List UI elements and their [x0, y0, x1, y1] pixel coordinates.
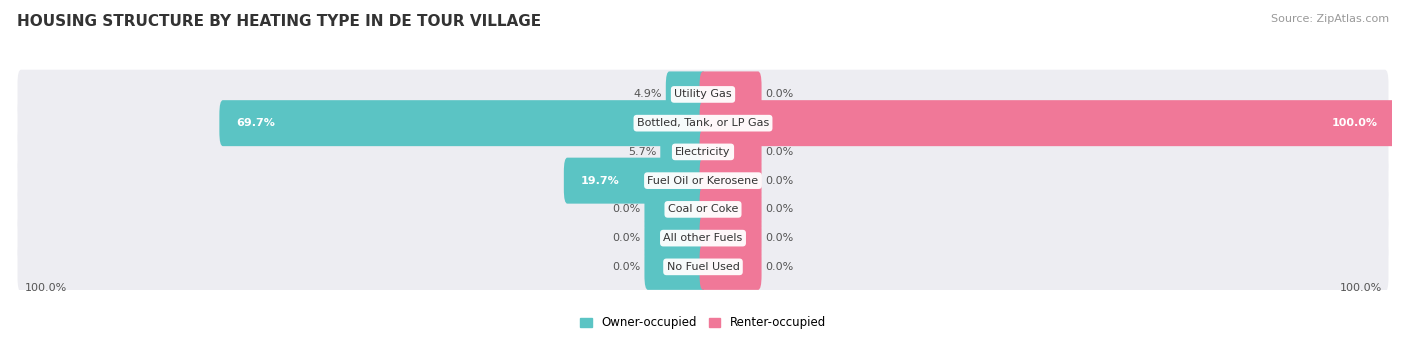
FancyBboxPatch shape: [700, 244, 762, 290]
FancyBboxPatch shape: [219, 100, 706, 146]
Text: 19.7%: 19.7%: [581, 176, 620, 186]
Text: All other Fuels: All other Fuels: [664, 233, 742, 243]
FancyBboxPatch shape: [644, 187, 706, 232]
Text: 100.0%: 100.0%: [1331, 118, 1378, 128]
FancyBboxPatch shape: [17, 185, 1389, 234]
Text: HOUSING STRUCTURE BY HEATING TYPE IN DE TOUR VILLAGE: HOUSING STRUCTURE BY HEATING TYPE IN DE …: [17, 14, 541, 29]
FancyBboxPatch shape: [700, 100, 1395, 146]
FancyBboxPatch shape: [700, 187, 762, 232]
FancyBboxPatch shape: [666, 71, 706, 117]
FancyBboxPatch shape: [17, 213, 1389, 263]
FancyBboxPatch shape: [17, 99, 1389, 148]
Text: 0.0%: 0.0%: [765, 176, 793, 186]
FancyBboxPatch shape: [17, 127, 1389, 177]
Text: 0.0%: 0.0%: [613, 262, 641, 272]
Text: Bottled, Tank, or LP Gas: Bottled, Tank, or LP Gas: [637, 118, 769, 128]
Text: Electricity: Electricity: [675, 147, 731, 157]
Text: Fuel Oil or Kerosene: Fuel Oil or Kerosene: [647, 176, 759, 186]
Text: 0.0%: 0.0%: [765, 233, 793, 243]
Text: 0.0%: 0.0%: [613, 233, 641, 243]
Text: Coal or Coke: Coal or Coke: [668, 204, 738, 214]
Text: 0.0%: 0.0%: [765, 147, 793, 157]
Text: 100.0%: 100.0%: [24, 283, 66, 293]
Text: Source: ZipAtlas.com: Source: ZipAtlas.com: [1271, 14, 1389, 24]
Legend: Owner-occupied, Renter-occupied: Owner-occupied, Renter-occupied: [575, 312, 831, 334]
FancyBboxPatch shape: [17, 156, 1389, 205]
FancyBboxPatch shape: [564, 158, 706, 204]
Text: 0.0%: 0.0%: [765, 204, 793, 214]
Text: 4.9%: 4.9%: [634, 89, 662, 100]
FancyBboxPatch shape: [644, 215, 706, 261]
FancyBboxPatch shape: [17, 70, 1389, 119]
Text: 69.7%: 69.7%: [236, 118, 276, 128]
FancyBboxPatch shape: [661, 129, 706, 175]
FancyBboxPatch shape: [700, 129, 762, 175]
FancyBboxPatch shape: [700, 158, 762, 204]
Text: 100.0%: 100.0%: [1340, 283, 1382, 293]
Text: 5.7%: 5.7%: [628, 147, 657, 157]
Text: 0.0%: 0.0%: [613, 204, 641, 214]
Text: 0.0%: 0.0%: [765, 262, 793, 272]
Text: No Fuel Used: No Fuel Used: [666, 262, 740, 272]
FancyBboxPatch shape: [700, 71, 762, 117]
FancyBboxPatch shape: [644, 244, 706, 290]
Text: Utility Gas: Utility Gas: [675, 89, 731, 100]
Text: 0.0%: 0.0%: [765, 89, 793, 100]
FancyBboxPatch shape: [17, 242, 1389, 292]
FancyBboxPatch shape: [700, 215, 762, 261]
